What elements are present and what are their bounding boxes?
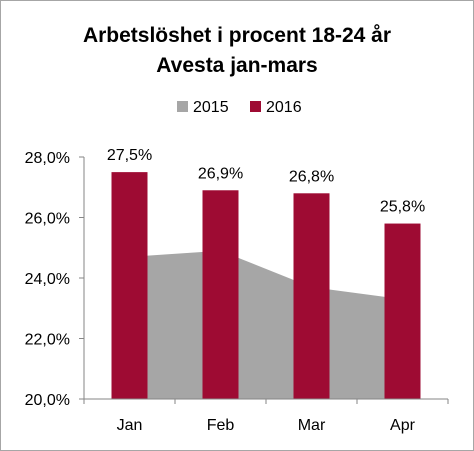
bar-feb [202,190,239,399]
chart-title: Arbetslöshet i procent 18-24 år [82,24,392,47]
y-tick-label: 20,0% [25,392,70,409]
y-tick-label: 26,0% [25,211,70,228]
x-category-label: Mar [298,417,326,434]
legend-swatch-2016 [250,101,261,112]
x-category-label: Apr [390,417,416,434]
chart-subtitle: Avesta jan-mars [156,54,318,77]
y-tick-label: 24,0% [25,271,70,288]
data-label-feb: 26,9% [198,165,243,182]
data-label-apr: 25,8% [380,199,425,216]
bar-mar [293,193,330,399]
legend-label-2016: 2016 [266,99,302,116]
y-tick-label: 22,0% [25,332,70,349]
legend-label-2015: 2015 [193,99,229,116]
area-series-2015 [129,250,403,399]
bar-jan [111,172,148,399]
bar-apr [384,223,421,399]
data-label-mar: 26,8% [289,168,334,185]
y-tick-label: 28,0% [25,150,70,167]
x-category-label: Feb [207,417,235,434]
data-label-jan: 27,5% [107,147,152,164]
x-category-label: Jan [117,417,143,434]
legend-swatch-2015 [177,101,188,112]
